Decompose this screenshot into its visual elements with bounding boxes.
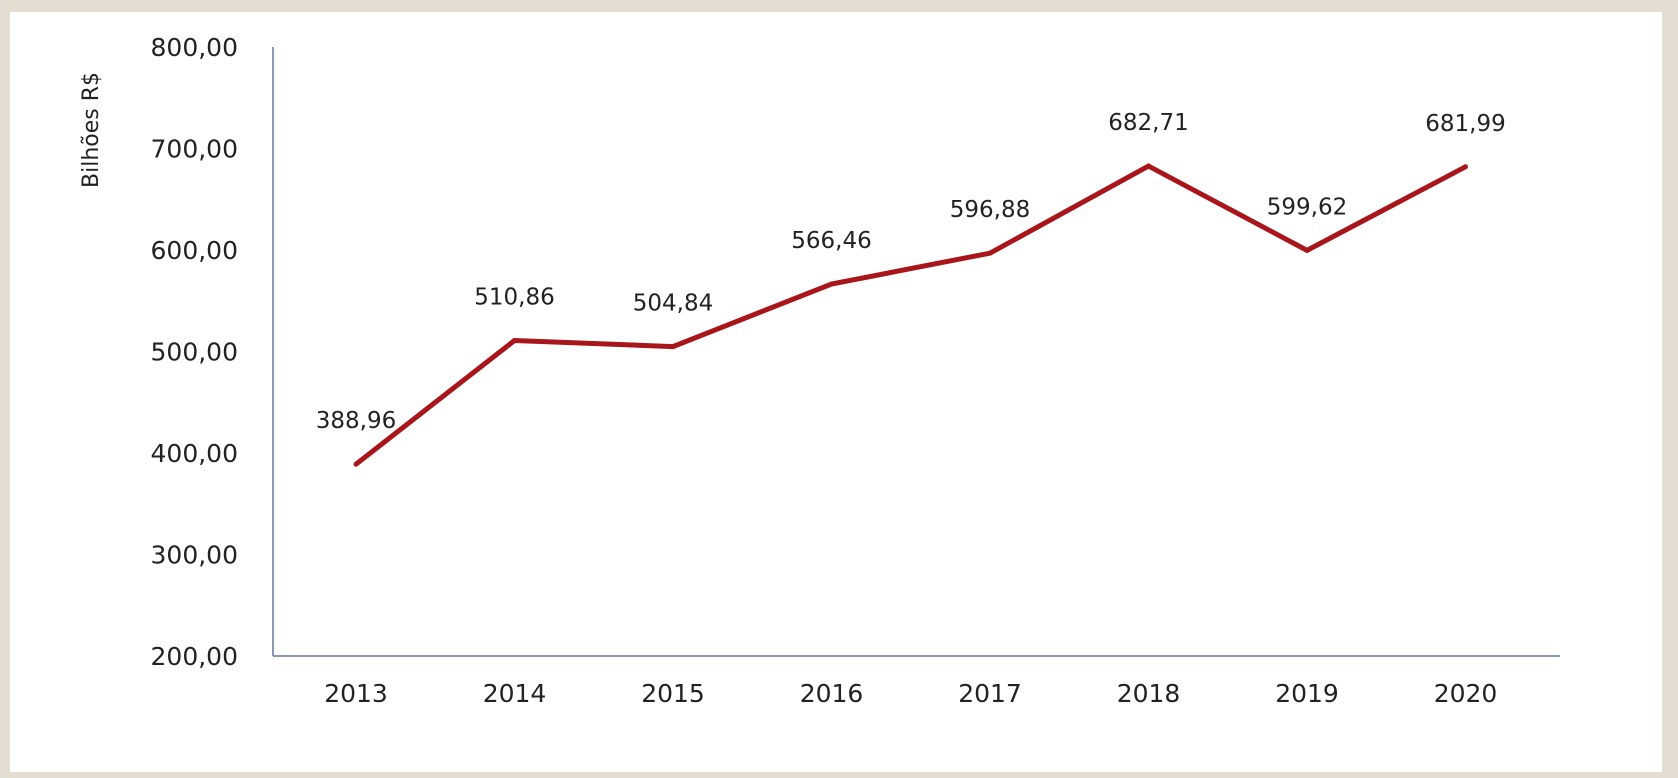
data-point — [1463, 164, 1468, 170]
data-point — [670, 344, 676, 350]
data-point — [829, 281, 834, 287]
data-labels: 388,96 510,86 504,84 566,46 596,88 682,71 599,… — [316, 110, 1506, 434]
series-line — [354, 163, 1467, 467]
line-chart: 200,00 300,00 400,00 500,00 600,00 700,00 800,… — [79, 33, 1560, 708]
x-tick-label: 2017 — [958, 679, 1022, 708]
x-tick-label: 2020 — [1434, 679, 1498, 708]
y-axis-label: Bilhões R$ — [79, 72, 104, 188]
y-tick-label: 300,00 — [151, 541, 238, 570]
y-tick-labels: 200,00 300,00 400,00 500,00 600,00 700,00 800,… — [151, 33, 238, 671]
series-group — [353, 163, 1468, 467]
data-point — [512, 337, 517, 343]
x-tick-label: 2014 — [483, 679, 547, 708]
data-point — [353, 461, 359, 467]
chart-frame: 200,00 300,00 400,00 500,00 600,00 700,00 800,… — [10, 12, 1662, 772]
x-tick-label: 2013 — [324, 679, 388, 708]
data-point — [1146, 163, 1151, 169]
x-tick-labels: 2013 2014 2015 2016 2017 2018 2019 2020 — [324, 679, 1497, 708]
y-tick-label: 400,00 — [151, 439, 238, 468]
x-tick-label: 2015 — [641, 679, 705, 708]
y-tick-label: 200,00 — [151, 642, 238, 671]
data-label: 599,62 — [1267, 194, 1347, 220]
data-label: 682,71 — [1108, 110, 1188, 136]
x-tick-label: 2019 — [1275, 679, 1339, 708]
data-label: 566,46 — [791, 228, 871, 254]
data-label: 504,84 — [633, 291, 713, 317]
y-tick-label: 800,00 — [151, 33, 238, 62]
data-label: 596,88 — [950, 197, 1030, 223]
y-tick-label: 600,00 — [151, 236, 238, 265]
data-label: 388,96 — [316, 408, 396, 434]
data-point — [987, 250, 993, 256]
y-tick-label: 700,00 — [151, 135, 238, 164]
data-label: 510,86 — [474, 284, 554, 310]
data-label: 681,99 — [1425, 111, 1505, 137]
x-tick-label: 2016 — [800, 679, 864, 708]
data-point — [1304, 247, 1310, 253]
y-tick-label: 500,00 — [151, 338, 238, 367]
x-tick-label: 2018 — [1117, 679, 1181, 708]
